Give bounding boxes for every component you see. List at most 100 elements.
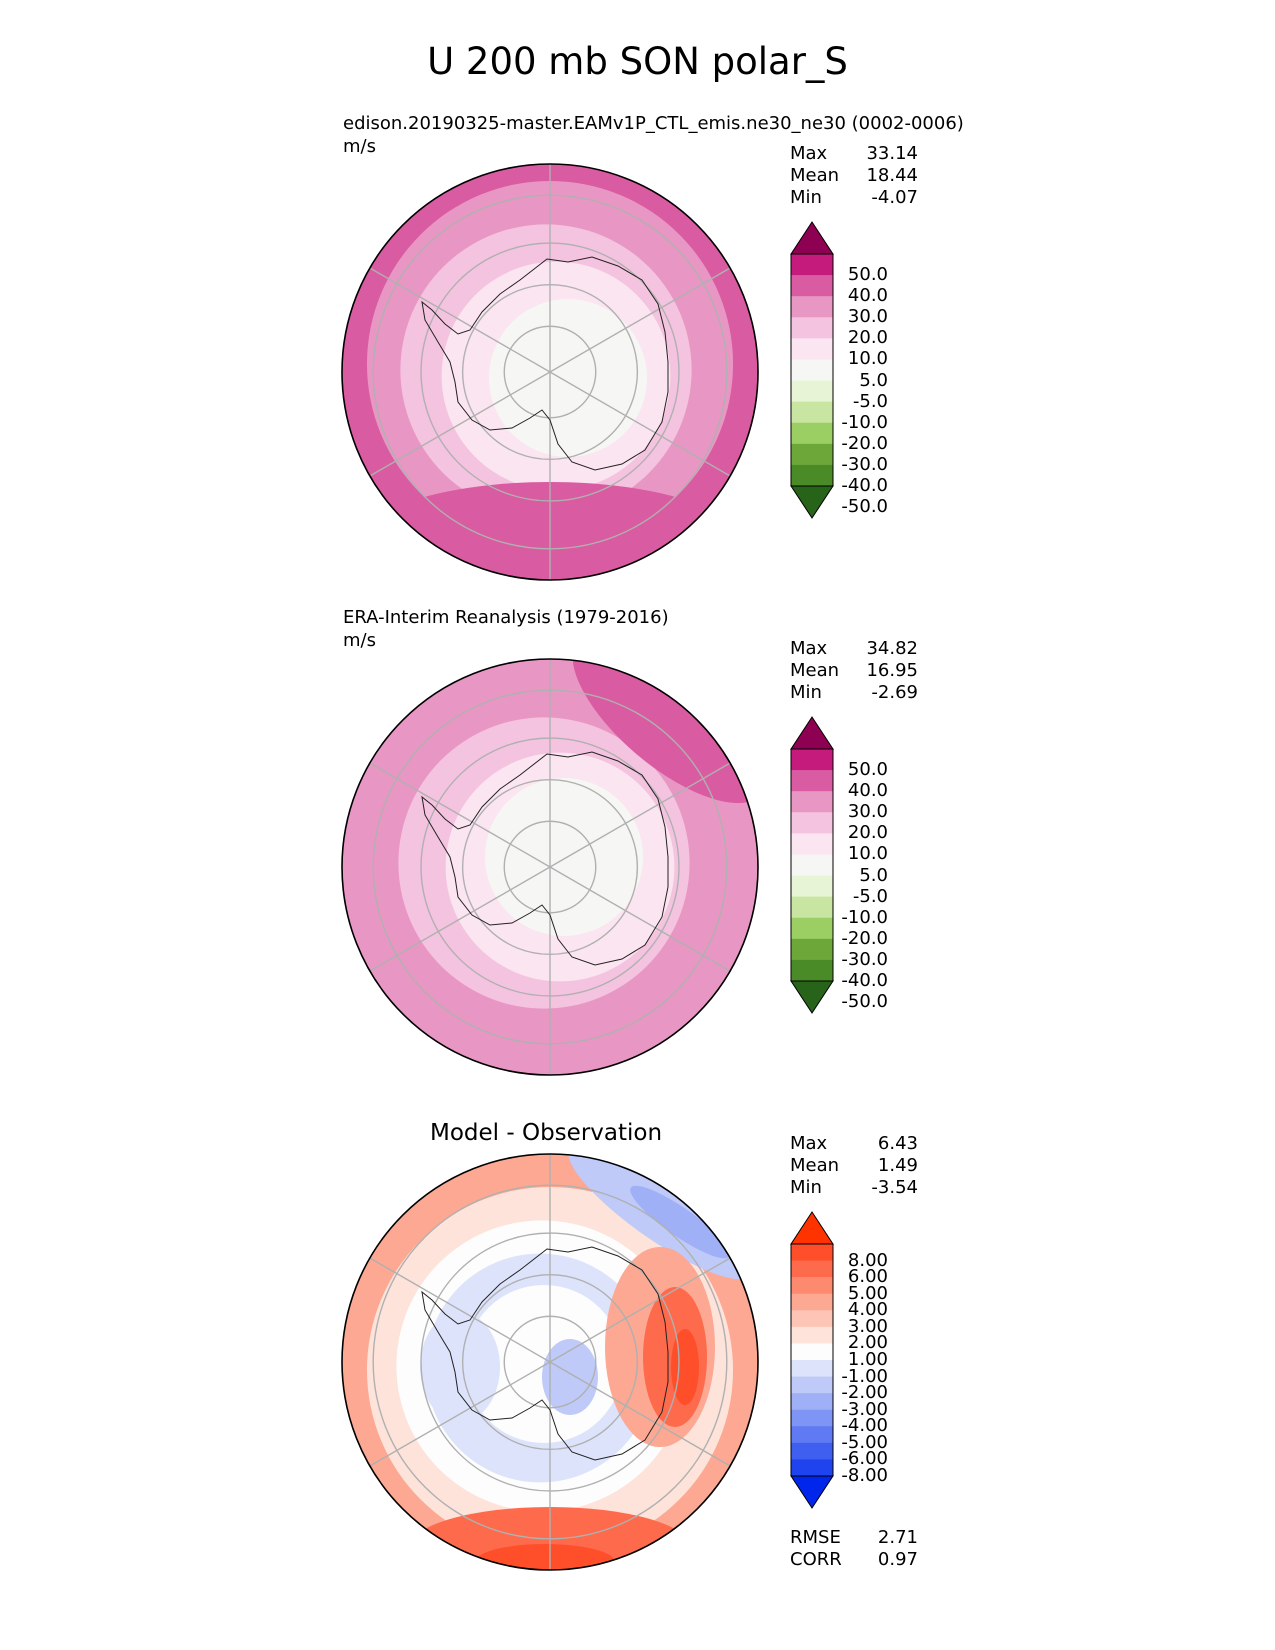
antarctica-coastline	[421, 1246, 669, 1461]
colorbar-segment	[791, 1310, 833, 1328]
panel-2-mean-value: 16.95	[866, 660, 918, 681]
map-field	[342, 659, 758, 1075]
colorbar-tick-label: 20.0	[847, 327, 888, 349]
panel-2-colorbar	[790, 716, 834, 1014]
colorbar-frame	[790, 748, 834, 982]
colorbar-tick-label: -6.00	[841, 1448, 888, 1470]
colorbar-tick-label: 8.00	[847, 1249, 888, 1271]
panel-2-map	[341, 658, 759, 1076]
panel-2-min-label: Min	[790, 682, 822, 703]
colorbar-tick-label: -40.0	[841, 970, 888, 991]
colorbar-segment	[791, 1244, 833, 1262]
lat-lon-grid	[369, 659, 731, 1075]
panel-3-rmse-label: RMSE	[790, 1527, 841, 1548]
colorbar-tick-label: -20.0	[841, 927, 888, 949]
figure-title: U 200 mb SON polar_S	[427, 40, 848, 83]
colorbar-segment	[791, 254, 833, 276]
colorbar-tick-label: -2.00	[841, 1382, 888, 1404]
colorbar-segment	[791, 875, 833, 898]
colorbar-segment	[791, 317, 833, 339]
panel-1-min-label: Min	[790, 187, 822, 208]
panel-1-min-value: -4.07	[871, 187, 918, 208]
panel-1-units: m/s	[343, 136, 376, 157]
panel-3-corr-label: CORR	[790, 1549, 842, 1570]
colorbar-segment	[791, 443, 833, 466]
lat-lon-grid	[369, 1154, 731, 1570]
colorbar-tick-label: -30.0	[841, 948, 888, 970]
panel-1-mean-label: Mean	[790, 165, 840, 186]
panel-3-title: Model - Observation	[430, 1120, 663, 1146]
colorbar-segment	[791, 464, 833, 487]
panel-1-max-value: 33.14	[866, 143, 918, 164]
colorbar-tick-label: 5.0	[859, 864, 888, 886]
colorbar-tick-label: 20.0	[847, 822, 888, 844]
panel-2-max-label: Max	[790, 638, 828, 659]
colorbar-tick-label: 30.0	[847, 801, 888, 823]
colorbar-tick-label: -8.00	[841, 1465, 888, 1486]
contour-band	[420, 1312, 500, 1422]
colorbar-tick-label: -30.0	[841, 453, 888, 475]
colorbar-tick-label: 2.00	[847, 1332, 888, 1354]
map-field	[342, 1154, 758, 1570]
colorbar-tick-label: -4.00	[841, 1415, 888, 1437]
meridian-line	[549, 267, 731, 373]
colorbar-tick-label: -10.0	[841, 411, 888, 433]
panel-3-map	[341, 1153, 759, 1571]
colorbar-tick-label: -5.0	[852, 390, 888, 412]
colorbar-segment	[791, 401, 833, 424]
colorbar-segment	[791, 422, 833, 445]
colorbar-segment	[791, 1343, 833, 1361]
colorbar-tick-label: 50.0	[847, 759, 888, 781]
panel-1-colorbar	[790, 221, 834, 519]
colorbar-tick-label: -5.0	[852, 885, 888, 907]
panel-2-min-value: -2.69	[871, 682, 918, 703]
colorbar-tick-label: 10.0	[847, 843, 888, 865]
colorbar-segment	[791, 1393, 833, 1411]
map-boundary	[341, 1153, 759, 1571]
colorbar-extend-top	[790, 716, 834, 750]
colorbar-tick-label: -10.0	[841, 906, 888, 928]
panel-2-units: m/s	[343, 630, 376, 651]
colorbar-segment	[791, 296, 833, 318]
contour-band	[475, 1544, 615, 1570]
panel-1-max-label: Max	[790, 143, 828, 164]
lat-lon-grid	[369, 164, 731, 580]
colorbar-tick-label: -50.0	[841, 496, 888, 518]
colorbar-extend-top	[790, 1211, 834, 1245]
meridian-line	[549, 762, 731, 868]
panel-2-max-value: 34.82	[866, 638, 918, 659]
colorbar-segment	[791, 1459, 833, 1477]
panel-1-title: edison.20190325-master.EAMv1P_CTL_emis.n…	[343, 113, 964, 134]
colorbar-segment	[791, 1442, 833, 1460]
colorbar-segment	[791, 1376, 833, 1394]
meridian-line	[369, 267, 551, 373]
meridian-line	[369, 1361, 551, 1467]
meridian-line	[549, 1257, 731, 1363]
colorbar-frame	[790, 1243, 834, 1477]
colorbar-segment	[791, 938, 833, 961]
colorbar-tick-label: 4.00	[847, 1299, 888, 1321]
meridian-line	[549, 1361, 731, 1467]
colorbar-segment	[791, 833, 833, 855]
contour-band	[735, 222, 755, 522]
colorbar-segment	[791, 854, 833, 877]
map-boundary	[341, 658, 759, 1076]
panel-3-max-value: 6.43	[877, 1133, 918, 1154]
meridian-line	[369, 1257, 551, 1363]
colorbar-segment	[791, 1277, 833, 1295]
colorbar-segment	[791, 1260, 833, 1278]
panel-3-min-value: -3.54	[871, 1177, 918, 1198]
antarctica-coastline	[421, 751, 669, 966]
panel-3-rmse-value: 2.71	[877, 1527, 918, 1548]
colorbar-tick-label: 50.0	[847, 264, 888, 286]
panel-3-min-label: Min	[790, 1177, 822, 1198]
meridian-line	[369, 371, 551, 477]
colorbar-segment	[791, 359, 833, 382]
meridian-line	[369, 866, 551, 972]
colorbar-segment	[791, 749, 833, 771]
colorbar-tick-label: 10.0	[847, 348, 888, 370]
colorbar-tick-label: -5.00	[841, 1431, 888, 1453]
panel-2-title: ERA-Interim Reanalysis (1979-2016)	[343, 607, 669, 628]
contour-band	[488, 298, 648, 458]
colorbar-segment	[791, 338, 833, 360]
